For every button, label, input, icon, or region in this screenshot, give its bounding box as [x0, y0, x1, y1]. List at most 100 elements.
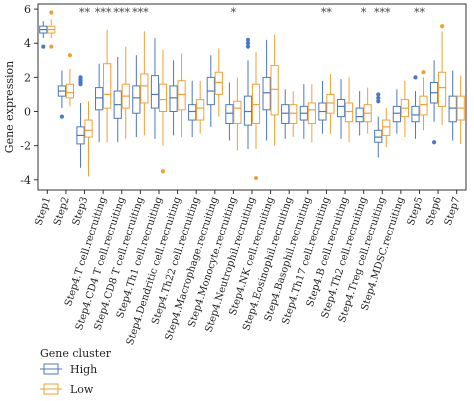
- boxes-layer: [39, 10, 465, 181]
- box-body: [382, 119, 391, 136]
- box-body: [65, 83, 75, 99]
- outlier-point: [160, 169, 166, 174]
- box-body: [289, 104, 298, 124]
- y-tick-label: 6: [24, 3, 31, 16]
- box-high: [188, 80, 197, 138]
- box-low: [121, 46, 130, 139]
- legend-item-high: High: [40, 363, 97, 376]
- box-low: [382, 108, 391, 148]
- y-tick-label: 2: [24, 71, 31, 84]
- outlier-point: [67, 53, 73, 58]
- box-low: [363, 87, 372, 134]
- box-high: [39, 21, 48, 49]
- box-low: [344, 77, 354, 143]
- y-tick-label: -2: [20, 140, 31, 153]
- box-low: [47, 10, 56, 49]
- box-high: [169, 60, 178, 136]
- box-low: [103, 29, 112, 143]
- significance-label: **: [321, 6, 333, 19]
- box-low: [289, 91, 298, 138]
- box-body: [326, 93, 335, 114]
- box-body: [188, 104, 197, 121]
- box-body: [196, 99, 205, 121]
- box-high: [299, 84, 308, 139]
- box-low: [456, 75, 465, 144]
- significance-label: ***: [132, 6, 149, 19]
- box-body: [270, 64, 279, 116]
- outlier-point: [245, 44, 251, 49]
- x-tick-label: Step6: [424, 196, 444, 228]
- box-body: [419, 95, 428, 116]
- box-low: [214, 48, 223, 117]
- box-high: [392, 89, 401, 134]
- x-tick-label: Step7: [443, 196, 463, 228]
- box-body: [150, 75, 160, 109]
- box-high: [225, 82, 234, 141]
- box-low: [233, 77, 242, 151]
- box-low: [326, 73, 335, 134]
- x-tick-label: Step2: [52, 196, 72, 228]
- box-high: [57, 70, 67, 119]
- significance-label: ***: [374, 6, 391, 19]
- box-body: [355, 107, 364, 123]
- significance-label: ***: [95, 6, 112, 19]
- box-high: [448, 70, 457, 141]
- y-axis: -4 -2 0 2 4 6: [20, 3, 38, 187]
- outlier-point: [376, 95, 381, 100]
- significance-label: **: [79, 6, 91, 19]
- outlier-point: [421, 70, 426, 75]
- significance-label: *: [361, 6, 367, 19]
- box-body: [225, 104, 234, 124]
- significance-label: **: [414, 6, 426, 19]
- box-body: [251, 83, 261, 124]
- y-axis-label: Gene expression: [3, 61, 16, 153]
- box-high: [411, 75, 420, 139]
- legend-title: Gene cluster: [40, 347, 112, 360]
- box-low: [437, 24, 447, 126]
- box-high: [429, 60, 439, 145]
- significance-label: ***: [113, 6, 130, 19]
- box-high: [95, 63, 104, 143]
- box-low: [419, 70, 428, 131]
- outlier-point: [253, 175, 259, 181]
- outlier-point: [49, 10, 54, 15]
- outlier-point: [376, 99, 381, 104]
- box-high: [243, 37, 253, 150]
- box-body: [344, 102, 354, 123]
- box-low: [158, 50, 168, 174]
- y-tick-label: 0: [24, 106, 31, 119]
- box-body: [169, 85, 178, 113]
- box-low: [84, 101, 93, 177]
- box-body: [262, 76, 271, 111]
- box-body: [307, 102, 316, 124]
- y-tick-label: -4: [20, 174, 31, 187]
- box-low: [65, 53, 75, 107]
- x-tick-label: Step1: [34, 196, 54, 228]
- box-low: [251, 51, 261, 181]
- significance-label: *: [231, 6, 237, 19]
- box-body: [95, 87, 104, 111]
- box-low: [177, 53, 186, 138]
- legend: Gene cluster High Low: [40, 347, 112, 396]
- box-body: [84, 119, 93, 138]
- box-high: [113, 56, 122, 143]
- box-body: [177, 80, 186, 111]
- box-body: [281, 104, 290, 124]
- box-high: [206, 55, 215, 127]
- outlier-point: [413, 75, 418, 80]
- significance-layer: ** *** *** *** * ** * *** **: [79, 6, 425, 19]
- box-body: [411, 105, 420, 123]
- box-body: [243, 95, 253, 126]
- box-high: [374, 92, 383, 158]
- box-low: [196, 80, 205, 134]
- box-body: [158, 83, 168, 113]
- outlier-point: [431, 140, 437, 145]
- outlier-point: [59, 114, 65, 119]
- box-body: [437, 71, 447, 107]
- outlier-point: [245, 41, 251, 46]
- outlier-point: [376, 92, 381, 97]
- box-high: [132, 55, 141, 138]
- box-low: [270, 34, 279, 146]
